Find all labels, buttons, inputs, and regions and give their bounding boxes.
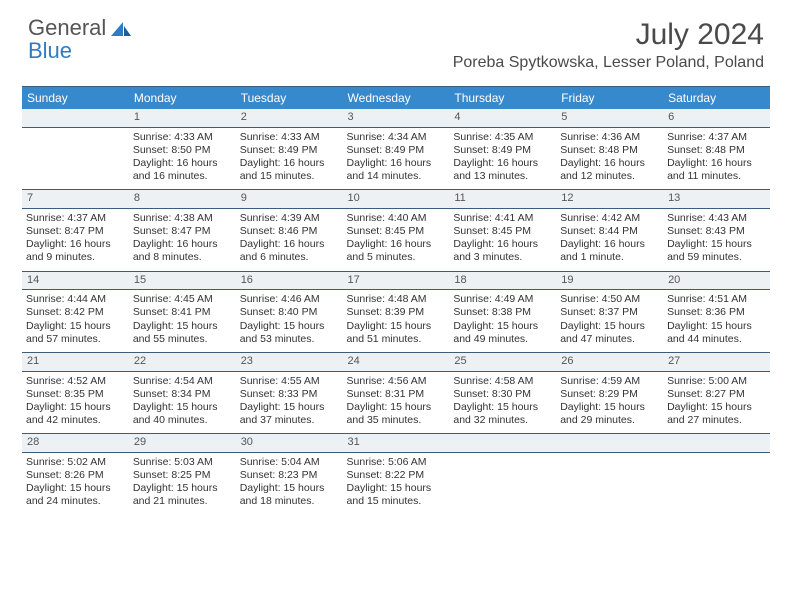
day-cell (556, 452, 663, 514)
page-subtitle: Poreba Spytkowska, Lesser Poland, Poland (453, 54, 764, 72)
day-number: 1 (129, 109, 236, 127)
day-number: 20 (663, 271, 770, 290)
day-cell: Sunrise: 4:45 AMSunset: 8:41 PMDaylight:… (129, 290, 236, 353)
day-cell: Sunrise: 4:34 AMSunset: 8:49 PMDaylight:… (343, 127, 450, 190)
day-cell: Sunrise: 4:49 AMSunset: 8:38 PMDaylight:… (449, 290, 556, 353)
day-header: Sunday (22, 87, 129, 110)
logo-text-block: General Blue (28, 18, 131, 63)
day-header: Thursday (449, 87, 556, 110)
logo-word-1: General (28, 15, 106, 40)
day-number: 29 (129, 434, 236, 453)
day-cell: Sunrise: 4:37 AMSunset: 8:48 PMDaylight:… (663, 127, 770, 190)
day-number: 28 (22, 434, 129, 453)
day-number (556, 434, 663, 453)
day-number: 2 (236, 109, 343, 127)
day-number (663, 434, 770, 453)
day-cell: Sunrise: 5:06 AMSunset: 8:22 PMDaylight:… (343, 452, 450, 514)
day-number: 25 (449, 352, 556, 371)
day-number-row: 21222324252627 (22, 352, 770, 371)
day-cell: Sunrise: 5:04 AMSunset: 8:23 PMDaylight:… (236, 452, 343, 514)
day-number: 16 (236, 271, 343, 290)
day-cell: Sunrise: 4:35 AMSunset: 8:49 PMDaylight:… (449, 127, 556, 190)
day-cell: Sunrise: 4:33 AMSunset: 8:49 PMDaylight:… (236, 127, 343, 190)
day-number-row: 14151617181920 (22, 271, 770, 290)
day-cell: Sunrise: 4:54 AMSunset: 8:34 PMDaylight:… (129, 371, 236, 434)
day-header-row: Sunday Monday Tuesday Wednesday Thursday… (22, 87, 770, 110)
day-number: 30 (236, 434, 343, 453)
day-number: 18 (449, 271, 556, 290)
day-number: 10 (343, 190, 450, 209)
day-number: 15 (129, 271, 236, 290)
day-number: 5 (556, 109, 663, 127)
day-cell: Sunrise: 4:40 AMSunset: 8:45 PMDaylight:… (343, 209, 450, 272)
day-number: 19 (556, 271, 663, 290)
day-cell: Sunrise: 4:39 AMSunset: 8:46 PMDaylight:… (236, 209, 343, 272)
day-cell: Sunrise: 4:36 AMSunset: 8:48 PMDaylight:… (556, 127, 663, 190)
day-number: 24 (343, 352, 450, 371)
day-cell: Sunrise: 4:50 AMSunset: 8:37 PMDaylight:… (556, 290, 663, 353)
day-number: 4 (449, 109, 556, 127)
page-title: July 2024 (453, 18, 764, 52)
day-cell (22, 127, 129, 190)
day-cell (663, 452, 770, 514)
day-number: 7 (22, 190, 129, 209)
day-number: 9 (236, 190, 343, 209)
day-cell: Sunrise: 4:43 AMSunset: 8:43 PMDaylight:… (663, 209, 770, 272)
day-cell: Sunrise: 4:41 AMSunset: 8:45 PMDaylight:… (449, 209, 556, 272)
day-content-row: Sunrise: 5:02 AMSunset: 8:26 PMDaylight:… (22, 452, 770, 514)
day-cell: Sunrise: 4:51 AMSunset: 8:36 PMDaylight:… (663, 290, 770, 353)
day-header: Wednesday (343, 87, 450, 110)
day-number: 6 (663, 109, 770, 127)
calendar-table: Sunday Monday Tuesday Wednesday Thursday… (22, 86, 770, 514)
day-number: 31 (343, 434, 450, 453)
logo-sail-icon (111, 20, 131, 41)
calendar-body: 123456Sunrise: 4:33 AMSunset: 8:50 PMDay… (22, 109, 770, 514)
day-number: 12 (556, 190, 663, 209)
day-content-row: Sunrise: 4:37 AMSunset: 8:47 PMDaylight:… (22, 209, 770, 272)
day-number: 11 (449, 190, 556, 209)
logo: General Blue (28, 18, 131, 63)
day-header: Saturday (663, 87, 770, 110)
day-cell: Sunrise: 4:44 AMSunset: 8:42 PMDaylight:… (22, 290, 129, 353)
day-number: 3 (343, 109, 450, 127)
day-number: 8 (129, 190, 236, 209)
day-number (22, 109, 129, 127)
day-header: Monday (129, 87, 236, 110)
day-cell: Sunrise: 4:38 AMSunset: 8:47 PMDaylight:… (129, 209, 236, 272)
day-cell: Sunrise: 4:56 AMSunset: 8:31 PMDaylight:… (343, 371, 450, 434)
day-cell: Sunrise: 4:58 AMSunset: 8:30 PMDaylight:… (449, 371, 556, 434)
day-number-row: 123456 (22, 109, 770, 127)
day-cell: Sunrise: 4:37 AMSunset: 8:47 PMDaylight:… (22, 209, 129, 272)
day-cell: Sunrise: 5:02 AMSunset: 8:26 PMDaylight:… (22, 452, 129, 514)
day-header: Friday (556, 87, 663, 110)
day-cell: Sunrise: 4:46 AMSunset: 8:40 PMDaylight:… (236, 290, 343, 353)
day-cell: Sunrise: 5:00 AMSunset: 8:27 PMDaylight:… (663, 371, 770, 434)
title-block: July 2024 Poreba Spytkowska, Lesser Pola… (453, 18, 764, 72)
day-number-row: 78910111213 (22, 190, 770, 209)
day-cell (449, 452, 556, 514)
day-cell: Sunrise: 4:42 AMSunset: 8:44 PMDaylight:… (556, 209, 663, 272)
page-header: General Blue July 2024 Poreba Spytkowska… (0, 0, 792, 80)
day-cell: Sunrise: 4:55 AMSunset: 8:33 PMDaylight:… (236, 371, 343, 434)
day-header: Tuesday (236, 87, 343, 110)
day-cell: Sunrise: 4:59 AMSunset: 8:29 PMDaylight:… (556, 371, 663, 434)
day-number: 26 (556, 352, 663, 371)
day-number: 14 (22, 271, 129, 290)
day-content-row: Sunrise: 4:33 AMSunset: 8:50 PMDaylight:… (22, 127, 770, 190)
logo-word-2: Blue (28, 38, 72, 63)
day-content-row: Sunrise: 4:44 AMSunset: 8:42 PMDaylight:… (22, 290, 770, 353)
day-cell: Sunrise: 4:33 AMSunset: 8:50 PMDaylight:… (129, 127, 236, 190)
day-cell: Sunrise: 5:03 AMSunset: 8:25 PMDaylight:… (129, 452, 236, 514)
day-number: 23 (236, 352, 343, 371)
day-cell: Sunrise: 4:48 AMSunset: 8:39 PMDaylight:… (343, 290, 450, 353)
day-number: 27 (663, 352, 770, 371)
day-number (449, 434, 556, 453)
day-number: 13 (663, 190, 770, 209)
day-cell: Sunrise: 4:52 AMSunset: 8:35 PMDaylight:… (22, 371, 129, 434)
day-content-row: Sunrise: 4:52 AMSunset: 8:35 PMDaylight:… (22, 371, 770, 434)
day-number: 17 (343, 271, 450, 290)
day-number: 21 (22, 352, 129, 371)
day-number-row: 28293031 (22, 434, 770, 453)
day-number: 22 (129, 352, 236, 371)
